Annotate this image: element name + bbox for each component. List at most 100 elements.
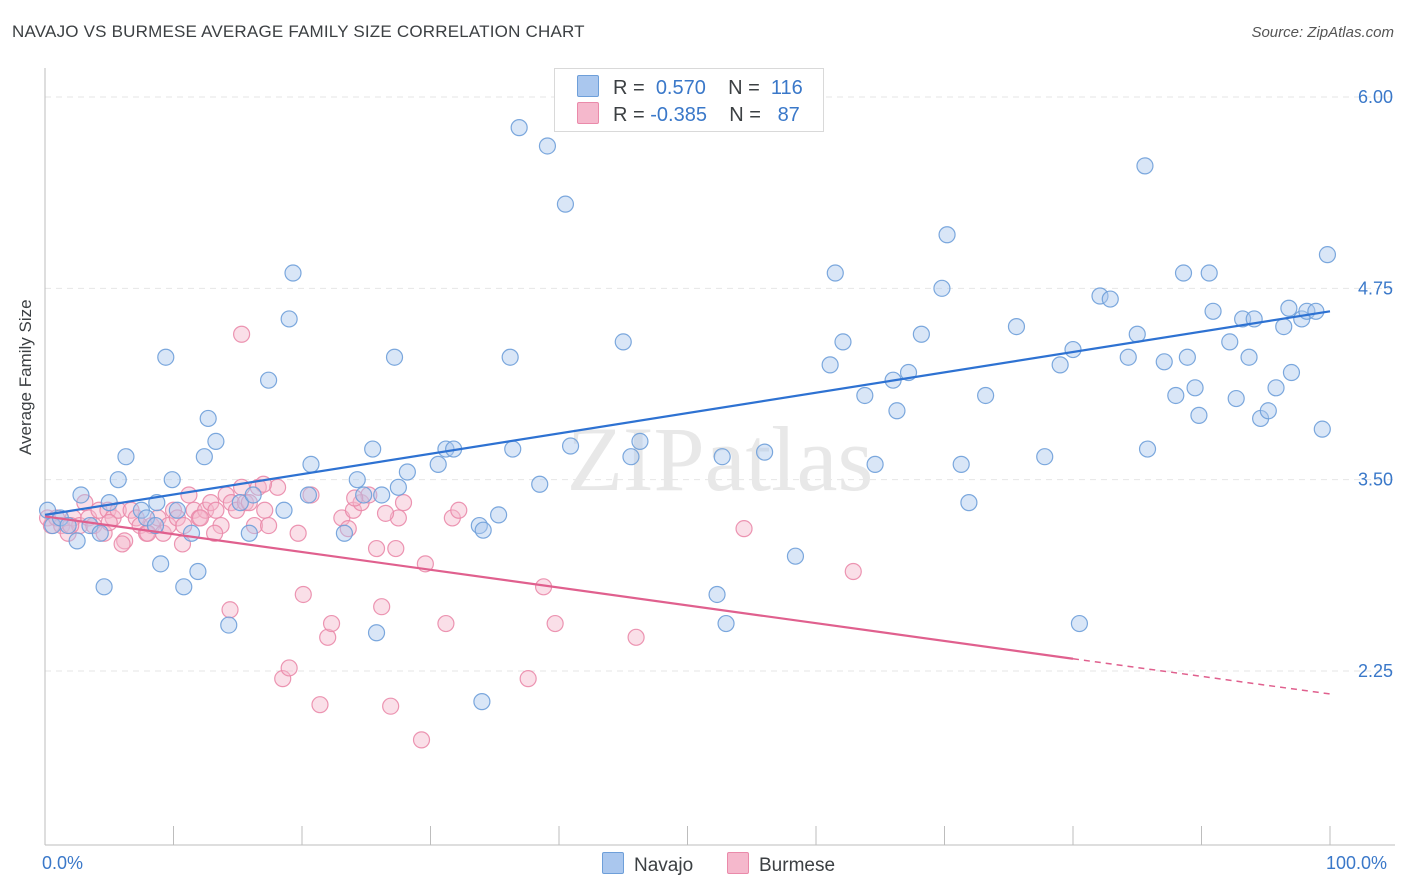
burmese-point	[113, 535, 131, 553]
navajo-point	[556, 195, 575, 213]
trend-lines	[44, 310, 1331, 695]
navajo-point	[168, 501, 186, 519]
navajo-point	[367, 624, 386, 642]
navajo-point	[364, 440, 382, 458]
navajo-point	[72, 486, 90, 504]
navajo-point	[1064, 340, 1082, 359]
y-tick-label: 6.00	[1358, 87, 1393, 107]
navajo-point	[888, 402, 906, 420]
navajo-trend-line	[44, 310, 1331, 516]
burmese-legend-label: Burmese	[759, 855, 836, 876]
navajo-point	[284, 264, 302, 282]
burmese-point	[546, 614, 564, 633]
burmese-swatch	[577, 102, 599, 124]
navajo-point	[157, 348, 175, 366]
bottom-legend-navajo: Navajo	[602, 852, 693, 877]
burmese-point	[280, 659, 298, 677]
navajo-point	[713, 448, 731, 466]
navajo-point	[1275, 318, 1293, 336]
navajo-point	[1036, 448, 1054, 466]
burmese-point	[256, 501, 274, 519]
navajo-point	[1174, 264, 1193, 282]
navajo-point	[302, 455, 320, 473]
y-tick-label: 2.25	[1358, 661, 1393, 681]
burmese-point	[233, 325, 251, 343]
burmese-n-value: 87	[777, 104, 800, 126]
burmese-point	[450, 501, 468, 519]
burmese-legend-swatch	[727, 852, 749, 874]
navajo-n-label: N =	[728, 77, 760, 99]
navajo-points	[38, 119, 1337, 711]
navajo-point	[59, 516, 77, 535]
navajo-point	[1240, 348, 1258, 366]
navajo-point	[1136, 157, 1154, 175]
burmese-point	[221, 601, 239, 619]
navajo-point	[622, 448, 640, 466]
navajo-point	[299, 486, 318, 504]
navajo-n-value: 116	[770, 77, 803, 99]
navajo-point	[1280, 299, 1298, 317]
navajo-point	[960, 494, 978, 512]
navajo-point	[504, 440, 522, 458]
navajo-point	[1267, 379, 1285, 397]
burmese-r-value: -0.385	[650, 104, 707, 126]
navajo-point	[175, 578, 193, 596]
burmese-point	[311, 696, 329, 714]
burmese-point	[274, 670, 292, 688]
navajo-point	[717, 614, 735, 633]
burmese-point	[322, 614, 341, 633]
navajo-point	[429, 455, 447, 473]
navajo-legend-swatch	[602, 852, 624, 874]
navajo-point	[259, 371, 278, 389]
navajo-point	[977, 386, 995, 405]
navajo-point	[1186, 379, 1204, 397]
navajo-point	[68, 532, 86, 550]
navajo-point	[207, 432, 225, 450]
navajo-point	[220, 616, 238, 634]
navajo-point	[244, 486, 262, 504]
navajo-point	[1091, 287, 1109, 305]
navajo-point	[163, 471, 181, 489]
burmese-trend-line	[44, 515, 1074, 660]
navajo-point	[1155, 353, 1173, 371]
navajo-point	[501, 348, 519, 366]
navajo-point	[1282, 363, 1301, 382]
navajo-point	[755, 443, 774, 461]
burmese-r-label: R =	[613, 104, 645, 126]
navajo-point	[1178, 348, 1196, 366]
burmese-point	[191, 509, 210, 527]
navajo-point	[385, 348, 404, 366]
navajo-point	[1204, 302, 1222, 320]
source-label: Source: ZipAtlas.com	[1251, 24, 1394, 41]
burmese-n-label: N =	[729, 104, 761, 126]
navajo-point	[786, 547, 805, 565]
navajo-point	[1313, 420, 1331, 438]
navajo-point	[95, 578, 113, 596]
burmese-point	[735, 520, 753, 538]
burmese-points	[38, 325, 862, 749]
navajo-point	[1007, 318, 1026, 336]
correlation-legend: R = 0.570 N = 116 R = -0.385 N = 87	[554, 68, 824, 132]
burmese-point	[373, 598, 391, 616]
navajo-point	[538, 137, 557, 155]
navajo-point	[1070, 614, 1089, 633]
burmese-point	[367, 539, 386, 558]
burmese-point	[387, 539, 405, 558]
navajo-point	[1259, 402, 1277, 420]
navajo-point	[1221, 333, 1239, 351]
x-tick-min: 0.0%	[42, 853, 84, 873]
navajo-point	[240, 524, 258, 542]
navajo-point	[834, 333, 852, 351]
chart-title: NAVAJO VS BURMESE AVERAGE FAMILY SIZE CO…	[12, 22, 585, 41]
navajo-point	[199, 409, 217, 428]
navajo-point	[826, 264, 844, 282]
burmese-point	[412, 731, 431, 749]
navajo-point	[146, 516, 165, 535]
navajo-point	[100, 494, 118, 512]
navajo-r-value: 0.570	[655, 77, 706, 99]
burmese-point	[294, 585, 312, 604]
navajo-point	[152, 555, 170, 573]
navajo-point	[1051, 356, 1069, 374]
burmese-point	[382, 697, 400, 715]
burmese-point	[519, 670, 537, 688]
